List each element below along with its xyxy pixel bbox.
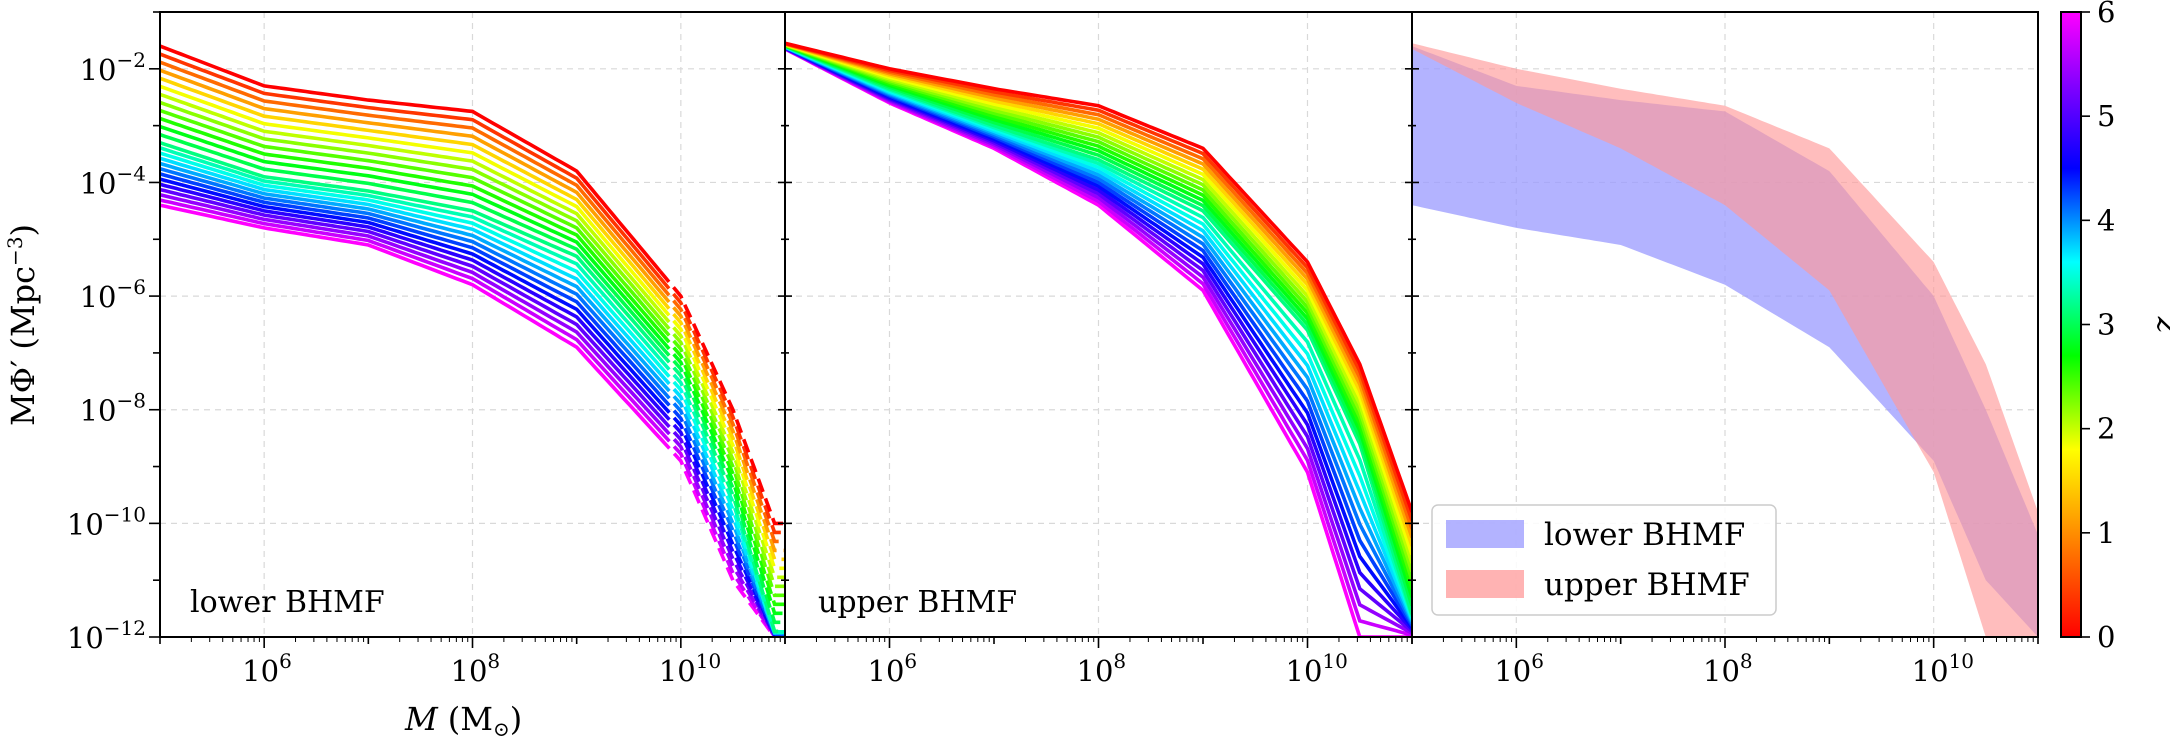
- series-dashed-z2.50: [658, 337, 785, 616]
- x-tick-label: 106: [868, 649, 918, 688]
- series-line-z1.00: [160, 76, 662, 300]
- y-tick-label: 10−10: [67, 502, 146, 541]
- series-line-z2.00: [160, 108, 662, 327]
- y-axis-label: MΦ′ (Mpc−3): [3, 224, 42, 426]
- colorbar-tick-label: 5: [2097, 99, 2115, 133]
- series-dashed-z2.00: [658, 323, 785, 598]
- series-line-z2.50: [160, 124, 662, 340]
- legend-swatch-upper: [1446, 570, 1524, 598]
- band-lower-bhmf: [1412, 46, 2038, 637]
- series-line-z0.25: [160, 52, 662, 279]
- series-dashed-z5.50: [658, 422, 785, 637]
- series-line-z3.75: [160, 156, 662, 375]
- legend-label-lower: lower BHMF: [1544, 517, 1745, 553]
- series-line-z1.25: [160, 84, 662, 306]
- x-tick-label: 1010: [659, 649, 721, 688]
- colorbar-label: z: [2150, 316, 2170, 335]
- series-line-z1.75: [160, 100, 662, 320]
- series-line-z3.50: [160, 151, 662, 368]
- series-group-upper: [785, 41, 1412, 637]
- series-line-z5.75: [160, 198, 662, 433]
- series-dashed-z1.25: [658, 303, 785, 571]
- colorbar-tick-label: 0: [2097, 620, 2115, 654]
- x-tick-label: 1010: [1912, 649, 1974, 688]
- series-line-z6.00: [160, 203, 662, 440]
- x-tick-label: 108: [451, 649, 501, 688]
- series-dashed-z5.25: [658, 415, 785, 637]
- series-line-z0.50: [160, 60, 662, 286]
- series-line-z0.00: [160, 44, 662, 273]
- series-line-z0.75: [160, 68, 662, 293]
- x-tick-label: 106: [242, 649, 292, 688]
- y-tick-label: 10−12: [67, 616, 146, 655]
- series-dashed-z2.75: [658, 343, 785, 625]
- y-tick-label: 10−6: [80, 275, 146, 314]
- colorbar-tick-label: 4: [2097, 203, 2115, 237]
- series-dashed-z5.75: [658, 429, 785, 637]
- colorbar-tick-label: 2: [2097, 412, 2115, 446]
- y-tick-label: 10−2: [80, 48, 146, 87]
- legend-label-upper: upper BHMF: [1544, 567, 1750, 603]
- series-line-z5.50: [160, 193, 662, 425]
- x-tick-label: 108: [1077, 649, 1127, 688]
- series-group-lower: [160, 44, 785, 637]
- band-upper-bhmf: [1412, 43, 2038, 637]
- series-line-z4.75: [160, 177, 662, 404]
- x-tick-label: 108: [1703, 649, 1753, 688]
- band-group: [1412, 43, 2038, 637]
- panel-label-lower: lower BHMF: [190, 585, 385, 620]
- series-line-z3.00: [160, 140, 662, 353]
- x-axis-label: M (M⊙): [404, 700, 522, 738]
- series-line-z2.75: [160, 132, 662, 347]
- series-dashed-z0.75: [658, 290, 785, 553]
- colorbar-tick-label: 6: [2097, 0, 2115, 29]
- legend: lower BHMF upper BHMF: [1431, 504, 1777, 616]
- colorbar-gradient: [2060, 11, 2082, 638]
- series-line-z3.25: [160, 146, 662, 361]
- series-line-z4.25: [160, 166, 662, 389]
- series-dashed-z1.00: [658, 296, 785, 562]
- colorbar-tick-label: 3: [2097, 308, 2115, 342]
- series-line-z5.00: [160, 182, 662, 411]
- series-line-z4.50: [160, 172, 662, 397]
- series-dashed-z0.00: [658, 269, 785, 526]
- series-line-z2.25: [160, 116, 662, 333]
- series-dashed-z1.75: [658, 317, 785, 589]
- x-tick-label: 106: [1494, 649, 1544, 688]
- series-dashed-z3.25: [658, 357, 785, 634]
- legend-swatch-lower: [1446, 520, 1524, 548]
- series-dashed-z3.00: [658, 350, 785, 634]
- series-line-z1.50: [160, 92, 662, 313]
- y-tick-label: 10−8: [80, 389, 146, 428]
- series-line-z5.25: [160, 187, 662, 418]
- colorbar: 0 1 2 3 4 5 6 z: [2060, 0, 2170, 654]
- series-line-z4.00: [160, 161, 662, 382]
- series-dashed-z0.50: [658, 283, 785, 544]
- series-dashed-z4.00: [658, 379, 785, 636]
- panel-label-upper: upper BHMF: [818, 585, 1017, 620]
- series-dashed-z1.50: [658, 310, 785, 580]
- series-dashed-z0.25: [658, 276, 785, 535]
- y-tick-label: 10−4: [80, 161, 146, 200]
- x-tick-label: 1010: [1286, 649, 1348, 688]
- series-line-z0.00: [785, 41, 1412, 513]
- series-dashed-z2.25: [658, 330, 785, 607]
- series-dashed-z3.50: [658, 365, 785, 635]
- colorbar-tick-label: 1: [2097, 516, 2115, 550]
